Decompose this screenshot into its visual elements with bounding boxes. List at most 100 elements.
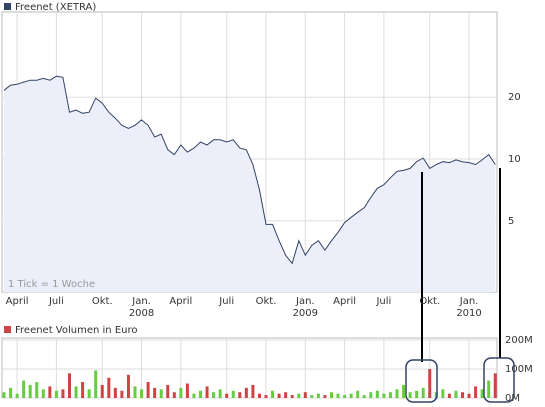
volume-bar [94,370,98,398]
volume-bar [153,387,157,398]
volume-bar [297,393,301,398]
volume-bar [447,393,451,398]
volume-bar [74,386,78,398]
volume-bar [172,392,176,398]
volume-bar [454,390,458,398]
volume-bar [48,386,52,398]
volume-bar [87,389,91,398]
volume-bar [421,387,425,398]
legend-swatch [4,326,11,333]
volume-bar [107,377,111,398]
volume-bar [81,382,85,398]
volume-bar [330,392,333,398]
volume-bar [257,393,261,398]
volume-bar [402,384,406,398]
volume-plot [1,337,498,399]
volume-bar [68,373,71,398]
volume-bar [415,390,419,398]
volume-bar [428,369,432,398]
volume-bar [395,389,399,398]
highlight-box [405,359,438,403]
volume-bar [493,373,497,398]
y-tick-label: 5 [508,216,514,227]
x-tick-label: Juli [219,296,235,307]
volume-bar [264,395,268,398]
x-tick-label: Jan. 2008 [128,296,155,319]
volume-bar [336,393,340,398]
x-tick-label: April [169,296,193,307]
highlight-box [483,357,515,403]
volume-bar [35,382,39,398]
volume-bar [9,387,13,398]
volume-bar [474,386,478,398]
volume-bar [146,382,150,398]
volume-bar [199,390,202,398]
x-tick-label: April [333,296,357,307]
volume-bar [408,392,412,398]
volume-bar [166,384,170,398]
volume-bar [192,393,196,398]
volume-bar [140,389,144,398]
volume-bar [271,390,275,398]
volume-bar [467,393,471,398]
x-tick-label: Juli [48,296,64,307]
volume-bar [441,389,445,398]
volume-bar [126,374,130,398]
volume-bar [212,392,216,398]
y-tick-label: 20 [508,92,521,103]
volume-bar [343,395,347,398]
price-title: Freenet (XETRA) [15,2,96,13]
volume-bar [238,392,242,398]
annotation: 1 Tick = 1 Woche [8,279,95,290]
volume-bar [205,386,209,398]
volume-bar [284,392,288,398]
volume-bar [388,392,392,398]
volume-bar [41,389,45,398]
x-tick-label: April [5,296,29,307]
y-tick-label: 10 [508,154,521,165]
volume-bar [382,393,386,398]
volume-bar [323,395,327,398]
y-tick-label: 100M [505,364,533,375]
volume-bar [100,384,104,398]
volume-bar [22,380,26,398]
volume-bar [120,390,124,398]
x-tick-label: Jan. 2009 [292,296,319,319]
volume-bar [303,392,307,398]
volume-bar [28,384,32,398]
volume-bar [61,389,65,398]
volume-bar [369,392,373,398]
volume-bar [179,387,183,398]
volume-bar [362,395,366,398]
volume-bar [15,393,19,398]
x-tick-label: Jan. 2010 [456,296,482,319]
volume-bar [290,395,294,398]
price-line [3,75,496,265]
volume-bar [480,389,484,398]
volume-bar [133,386,137,398]
x-tick-label: Okt. [91,296,113,307]
y-tick-label: 200M [505,335,533,346]
volume-bar [159,389,163,398]
volume-bar [251,384,255,398]
x-tick-label: Juli [376,296,392,307]
volume-bar [225,393,229,398]
volume-bar [185,383,189,398]
volume-bar [277,393,281,398]
y-tick-label: 0M [505,393,520,404]
volume-title: Freenet Volumen in Euro [15,325,137,336]
volume-bar [356,390,360,398]
volume-bar [231,390,235,398]
legend-swatch [4,3,11,10]
price-area [4,76,496,292]
volume-bar [487,380,491,398]
volume-bar [349,393,353,398]
volume-bar [218,389,222,398]
volume-bar [461,392,464,398]
volume-bar [316,393,320,398]
volume-bar [113,387,117,398]
volume-bar [310,395,314,398]
volume-bar [2,392,6,398]
